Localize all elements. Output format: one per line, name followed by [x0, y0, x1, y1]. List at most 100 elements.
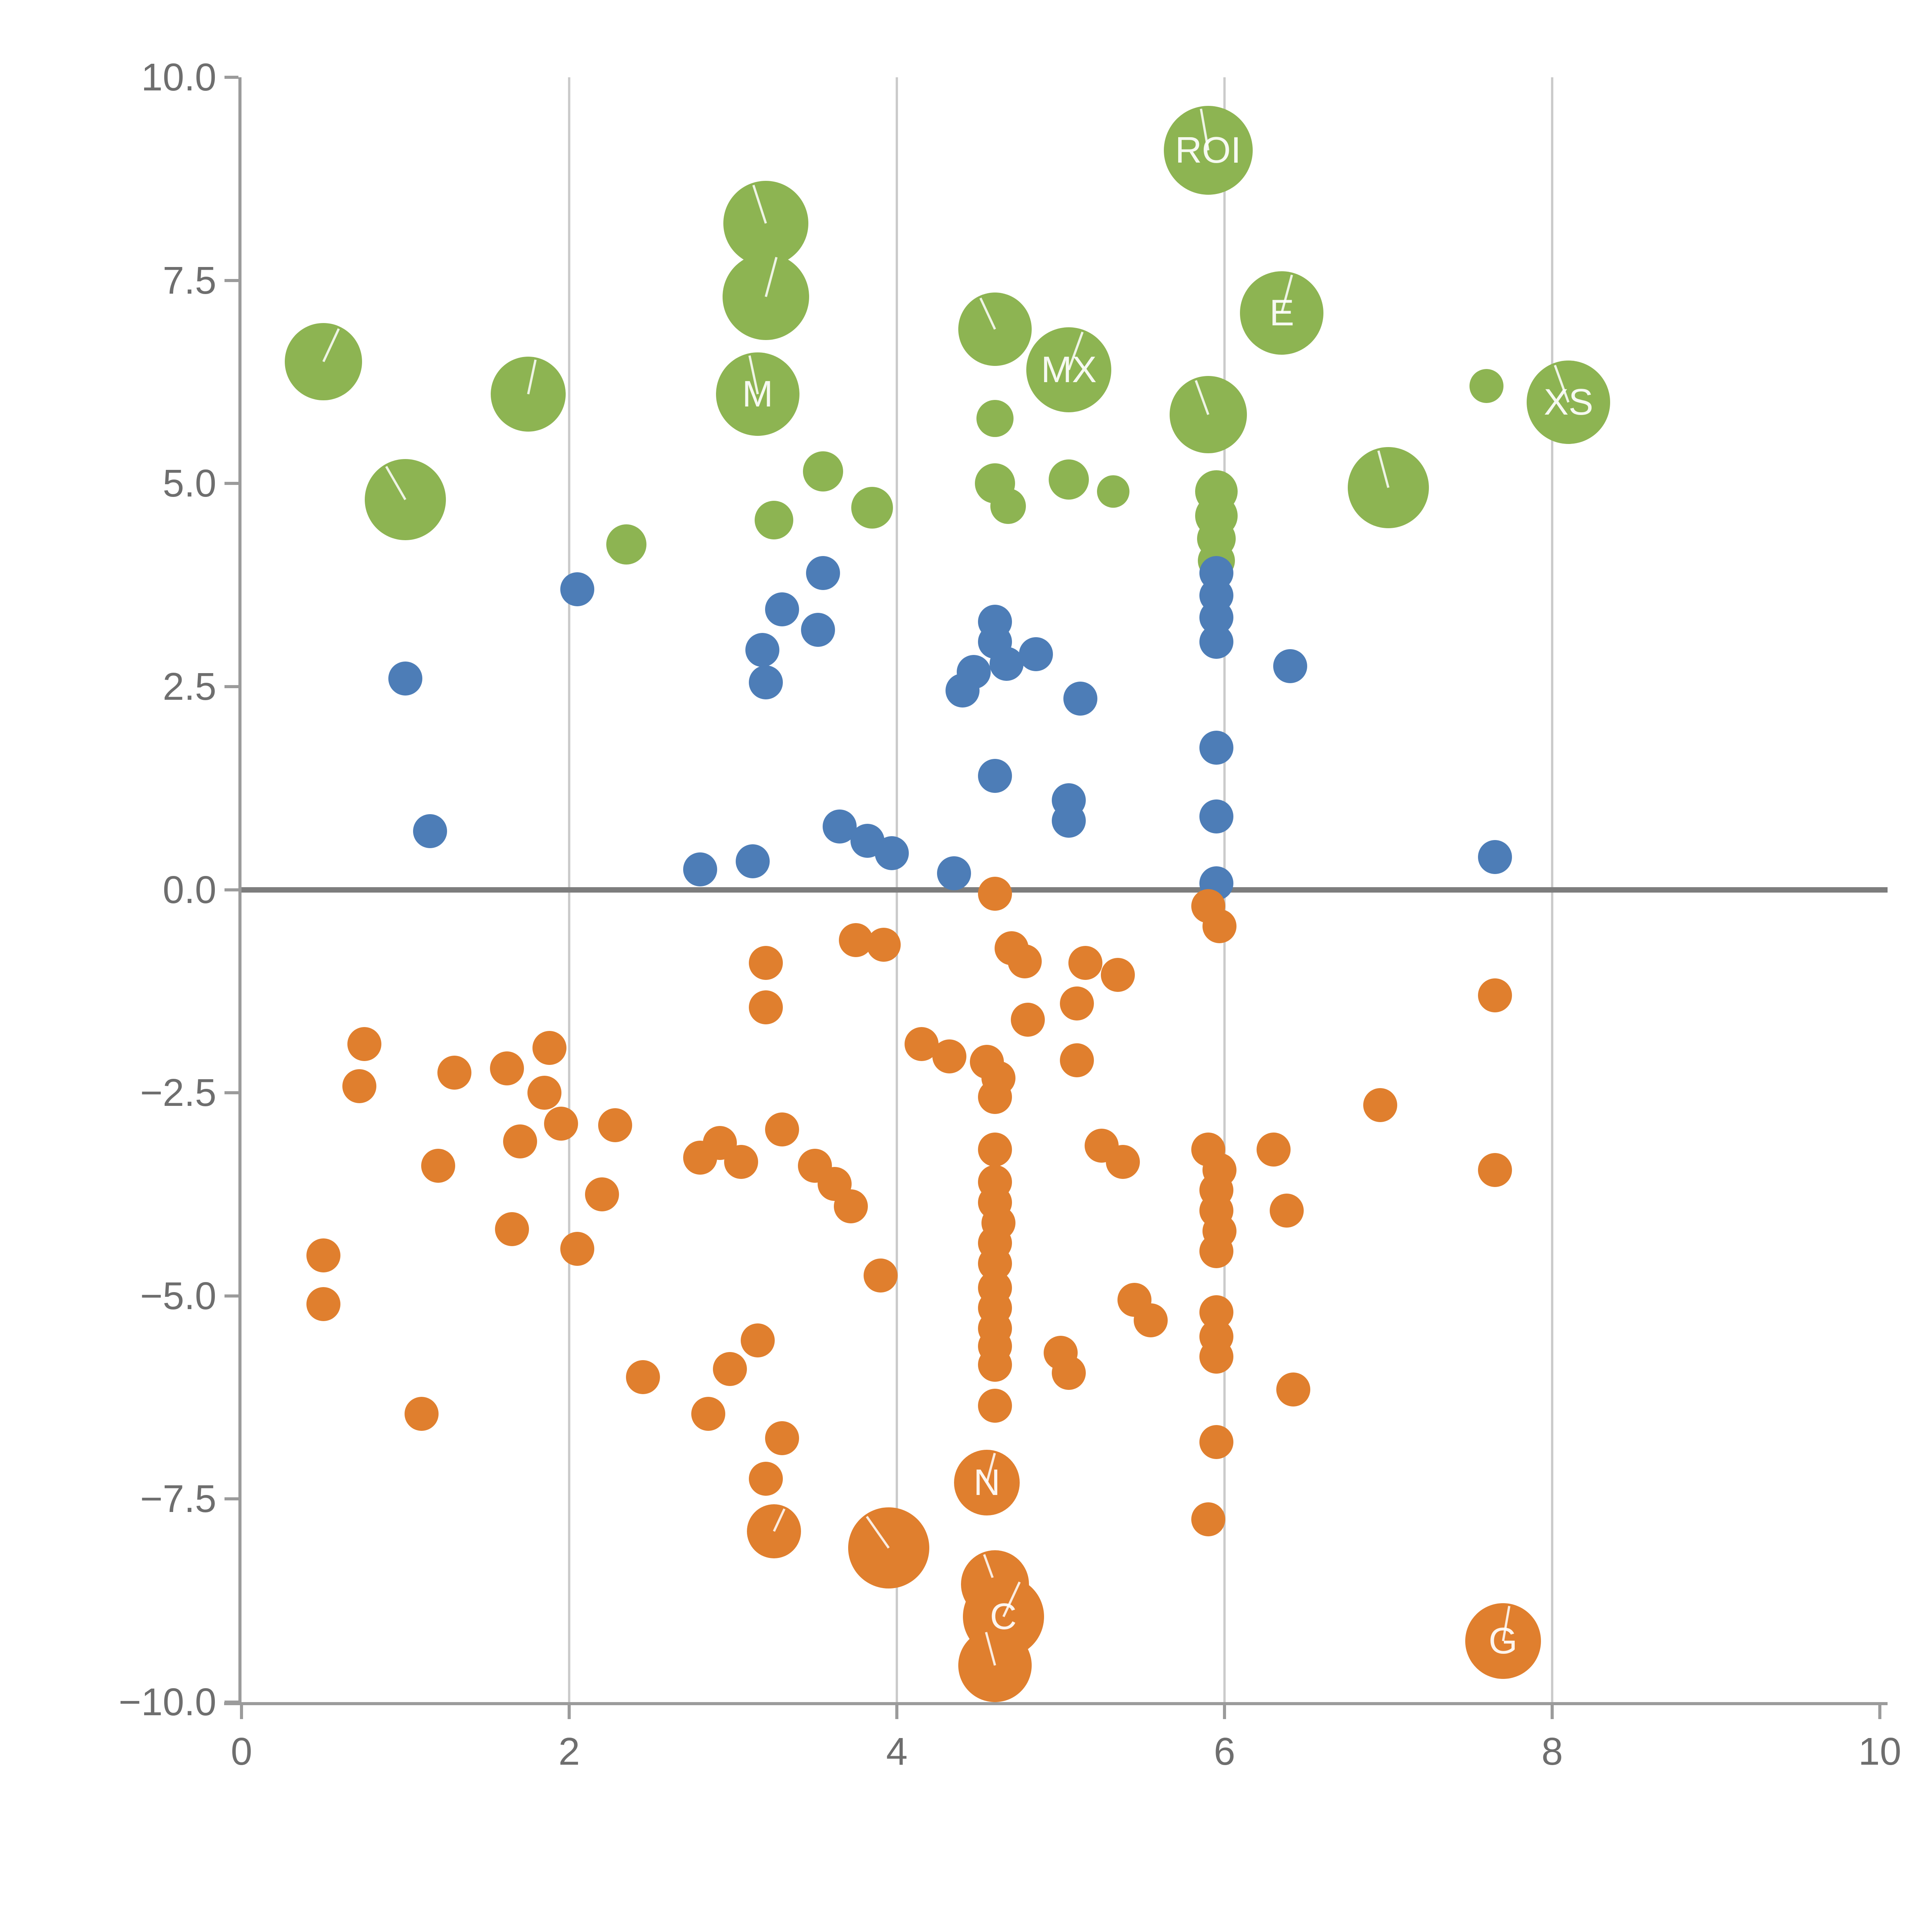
data-point-orange[interactable]	[421, 1149, 455, 1183]
data-point-orange[interactable]	[747, 1504, 801, 1559]
data-point-green[interactable]	[1469, 369, 1504, 403]
data-point-orange[interactable]	[978, 877, 1012, 911]
data-point-orange[interactable]	[1202, 909, 1237, 944]
data-point-orange[interactable]	[1199, 1340, 1233, 1374]
data-point-blue[interactable]	[957, 655, 991, 689]
data-point-orange[interactable]	[1191, 1502, 1225, 1536]
data-point-orange[interactable]	[863, 1259, 898, 1293]
data-point-orange[interactable]	[1011, 1002, 1045, 1037]
data-point-blue[interactable]	[1478, 840, 1512, 874]
data-point-orange[interactable]	[1052, 1356, 1086, 1390]
data-point-orange[interactable]	[1199, 1425, 1233, 1459]
data-point-orange[interactable]	[867, 928, 901, 962]
data-point-green[interactable]	[1169, 376, 1247, 453]
data-point-green[interactable]	[990, 488, 1026, 524]
data-point-blue[interactable]	[745, 633, 780, 667]
data-point-green[interactable]	[723, 181, 808, 266]
data-point-blue[interactable]	[735, 844, 770, 878]
data-point-green[interactable]	[491, 356, 566, 432]
data-point-blue[interactable]	[875, 836, 909, 870]
data-point-green[interactable]	[976, 400, 1014, 437]
data-point-blue[interactable]	[806, 556, 840, 590]
data-point-orange[interactable]	[306, 1287, 340, 1321]
data-point-blue[interactable]	[683, 852, 718, 886]
data-point-green[interactable]	[851, 487, 893, 529]
data-point-orange[interactable]	[1068, 946, 1102, 980]
data-point-blue[interactable]	[1052, 803, 1086, 838]
data-point-blue[interactable]	[413, 814, 447, 849]
data-point-blue[interactable]	[1199, 730, 1233, 765]
data-point-green[interactable]	[1097, 475, 1129, 508]
data-point-orange[interactable]	[1257, 1133, 1291, 1167]
data-point-orange[interactable]	[932, 1039, 966, 1073]
data-point-blue[interactable]	[937, 856, 971, 891]
data-point-orange[interactable]	[1101, 958, 1135, 992]
data-point-orange[interactable]	[626, 1360, 660, 1394]
data-point-orange[interactable]	[544, 1107, 578, 1141]
data-point-orange[interactable]	[765, 1421, 799, 1455]
data-point-orange[interactable]	[748, 990, 783, 1025]
data-point-orange[interactable]	[1106, 1145, 1140, 1179]
data-point-orange[interactable]	[978, 1133, 1012, 1167]
data-point-orange[interactable]	[347, 1027, 381, 1061]
data-point-blue[interactable]	[801, 612, 835, 647]
data-point-orange[interactable]	[437, 1055, 472, 1090]
data-point-orange[interactable]	[748, 1461, 783, 1496]
data-point-orange[interactable]	[342, 1069, 377, 1104]
data-point-blue[interactable]	[1063, 682, 1097, 716]
data-point-blue[interactable]	[748, 665, 783, 700]
data-point-green[interactable]: MX	[1026, 327, 1112, 412]
data-point-green[interactable]	[365, 459, 446, 541]
data-point-orange[interactable]	[405, 1396, 439, 1431]
data-point-orange[interactable]	[1363, 1088, 1397, 1122]
data-point-orange[interactable]	[490, 1051, 524, 1086]
data-point-orange[interactable]	[691, 1396, 726, 1431]
data-point-green[interactable]	[606, 524, 647, 565]
data-point-orange[interactable]	[598, 1108, 632, 1143]
data-point-orange[interactable]	[1270, 1193, 1304, 1228]
data-point-orange[interactable]	[765, 1112, 799, 1146]
data-point-orange[interactable]	[1060, 986, 1094, 1020]
data-point-orange[interactable]	[527, 1076, 562, 1110]
data-point-blue[interactable]	[990, 647, 1024, 681]
data-point-blue[interactable]	[1273, 649, 1307, 684]
data-point-orange[interactable]	[306, 1238, 340, 1272]
data-point-green[interactable]: E	[1240, 271, 1324, 355]
data-point-orange[interactable]	[978, 1080, 1012, 1114]
data-point-orange[interactable]	[748, 946, 783, 980]
data-point-orange[interactable]	[978, 1388, 1012, 1423]
data-point-blue[interactable]	[1199, 799, 1233, 834]
data-point-green[interactable]	[958, 292, 1032, 366]
data-point-green[interactable]	[285, 323, 362, 400]
data-point-orange[interactable]	[495, 1212, 529, 1247]
data-point-green[interactable]	[722, 253, 809, 340]
data-point-green[interactable]	[755, 500, 793, 539]
data-point-orange[interactable]	[585, 1177, 619, 1211]
data-point-orange[interactable]	[1199, 1234, 1233, 1269]
data-point-green[interactable]: XS	[1527, 361, 1611, 444]
data-point-orange[interactable]	[1134, 1303, 1168, 1337]
data-point-orange[interactable]	[532, 1031, 567, 1065]
data-point-blue[interactable]	[1199, 625, 1233, 659]
data-point-orange[interactable]	[848, 1507, 929, 1588]
data-point-orange[interactable]	[1060, 1043, 1094, 1078]
data-point-orange[interactable]	[1478, 978, 1512, 1012]
data-point-green[interactable]: M	[716, 352, 799, 436]
data-point-orange[interactable]	[503, 1124, 537, 1159]
data-point-orange[interactable]	[740, 1323, 775, 1358]
data-point-orange[interactable]	[958, 1629, 1032, 1702]
data-point-orange[interactable]	[724, 1145, 759, 1179]
data-point-green[interactable]	[1049, 459, 1089, 500]
data-point-orange[interactable]: G	[1465, 1603, 1541, 1679]
data-point-blue[interactable]	[560, 572, 595, 606]
data-point-orange[interactable]	[713, 1352, 747, 1386]
data-point-blue[interactable]	[978, 759, 1012, 793]
data-point-blue[interactable]	[1019, 637, 1053, 671]
data-point-blue[interactable]	[388, 661, 422, 696]
data-point-blue[interactable]	[765, 592, 799, 627]
data-point-orange[interactable]	[834, 1189, 868, 1224]
data-point-green[interactable]: ROI	[1163, 106, 1253, 195]
data-point-green[interactable]	[1348, 447, 1429, 528]
data-point-orange[interactable]	[1007, 944, 1042, 978]
data-point-orange[interactable]	[1276, 1372, 1311, 1406]
